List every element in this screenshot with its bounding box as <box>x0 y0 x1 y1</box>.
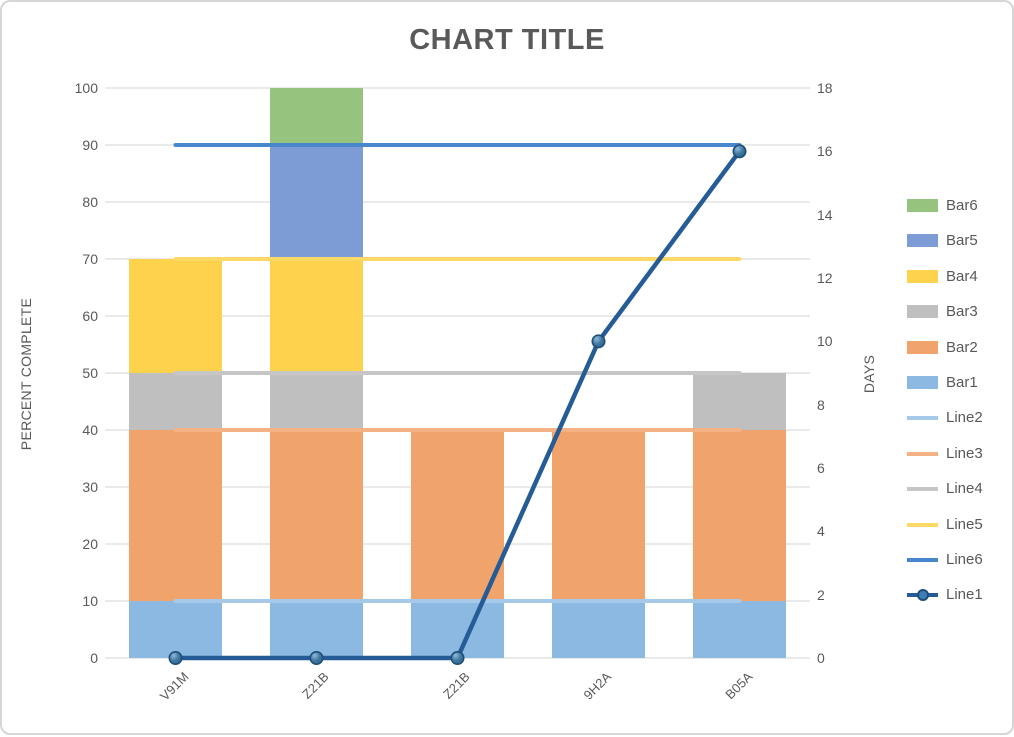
left-axis-tick-label: 20 <box>82 536 98 552</box>
bar-segment-bar2-cat5 <box>693 430 786 601</box>
data-point-marker-line1-cat5 <box>732 144 747 159</box>
left-axis-tick-label: 60 <box>82 308 98 324</box>
legend-swatch-bar2-icon <box>907 340 938 354</box>
right-axis-tick-label: 16 <box>817 143 833 160</box>
legend-item-line3: Line3 <box>907 443 983 463</box>
data-point-marker-line1-cat1 <box>168 650 183 665</box>
legend-line-swatch <box>907 487 938 492</box>
legend-item-bar6: Bar6 <box>907 196 978 216</box>
stacked-bars <box>129 88 786 658</box>
bar-segment-bar4-cat2 <box>270 259 363 373</box>
bar-segment-bar1-cat4 <box>552 601 645 658</box>
legend-item-bar3: Bar3 <box>907 302 978 322</box>
bar-segment-bar3-cat5 <box>693 373 786 430</box>
left-axis-tick-label: 70 <box>82 251 98 267</box>
legend-label-line1: Line1 <box>946 586 983 604</box>
legend-swatch-bar5-icon <box>907 234 938 248</box>
legend-line-swatch <box>907 416 938 421</box>
bar-segment-bar1-cat3 <box>411 601 504 658</box>
legend-label-bar4: Bar4 <box>946 267 978 285</box>
bar-segment-bar1-cat2 <box>270 601 363 658</box>
bar-segment-bar3-cat1 <box>129 373 222 430</box>
chart-title: CHART TITLE <box>409 24 605 56</box>
legend-item-line2: Line2 <box>907 408 983 428</box>
right-axis-tick-label: 18 <box>817 80 833 96</box>
legend-bar-swatch <box>907 305 938 319</box>
legend-swatch-bar1-icon <box>907 376 938 389</box>
right-axis-tick-label: 2 <box>817 586 825 603</box>
legend-label-line5: Line5 <box>946 515 983 533</box>
legend-swatch-line1-icon <box>907 588 938 602</box>
right-axis-tick-label: 6 <box>817 460 825 476</box>
legend-label-bar3: Bar3 <box>946 303 978 321</box>
bar-segment-bar6-cat2 <box>270 88 363 145</box>
legend-swatch-bar6-icon <box>907 199 938 212</box>
right-axis-title: DAYS <box>861 354 877 394</box>
legend-swatch-line2-icon <box>907 411 938 424</box>
legend-label-line3: Line3 <box>946 444 983 462</box>
legend-item-line6: Line6 <box>907 550 983 570</box>
data-point-markers <box>168 144 747 665</box>
legend-swatch-line5-icon <box>907 518 938 531</box>
legend-item-bar2: Bar2 <box>907 337 978 357</box>
legend-swatch-bar4-icon <box>907 269 938 283</box>
left-axis-title: PERCENT COMPLETE <box>18 297 34 451</box>
legend-label-line6: Line6 <box>946 551 983 568</box>
legend-label-line4: Line4 <box>946 480 983 498</box>
legend-line-swatch <box>907 558 938 562</box>
left-axis-tick-label: 80 <box>82 194 98 210</box>
legend-bar-swatch <box>907 376 938 389</box>
legend-item-bar1: Bar1 <box>907 373 978 393</box>
legend-item-bar5: Bar5 <box>907 231 978 251</box>
legend-swatch-line3-icon <box>907 447 938 460</box>
legend-swatch-line6-icon <box>907 553 938 566</box>
legend-bar-swatch <box>907 199 938 212</box>
bar-segment-bar5-cat2 <box>270 145 363 259</box>
legend-label-line2: Line2 <box>946 409 983 427</box>
left-axis-tick-label: 0 <box>90 650 98 666</box>
left-axis-tick-label: 100 <box>74 80 98 96</box>
legend-label-bar2: Bar2 <box>946 338 978 356</box>
data-point-marker-line1-cat2 <box>309 650 324 665</box>
bar-segment-bar2-cat3 <box>411 430 504 601</box>
right-axis-tick-label: 12 <box>817 270 833 286</box>
bar-segment-bar1-cat1 <box>129 601 222 658</box>
legend-bar-swatch <box>907 269 938 283</box>
left-axis-tick-label: 50 <box>82 365 98 381</box>
right-axis-tick-label: 14 <box>817 206 833 223</box>
legend-bar-swatch <box>907 234 938 248</box>
data-point-marker-line1-cat4 <box>591 334 606 349</box>
bar-segment-bar4-cat1 <box>129 259 222 373</box>
legend-item-line5: Line5 <box>907 514 983 534</box>
left-axis-tick-label: 10 <box>82 593 98 609</box>
left-axis-tick-label: 30 <box>82 479 98 495</box>
bar-segment-bar1-cat5 <box>693 601 786 658</box>
right-axis-tick-label: 0 <box>817 650 825 666</box>
left-axis-tick-label: 40 <box>82 422 98 438</box>
right-axis-tick-label: 8 <box>817 396 825 413</box>
legend-label-bar1: Bar1 <box>946 374 978 391</box>
legend-swatch-line4-icon <box>907 482 938 495</box>
legend-item-line1: Line1 <box>907 585 983 605</box>
bar-segment-bar3-cat2 <box>270 373 363 430</box>
legend-line-swatch <box>907 522 938 527</box>
legend-marker-icon <box>917 589 929 602</box>
right-axis-tick-label: 10 <box>817 333 833 350</box>
data-point-marker-line1-cat3 <box>450 650 465 665</box>
legend-line-swatch <box>907 451 938 456</box>
legend-item-bar4: Bar4 <box>907 266 978 286</box>
legend-label-bar5: Bar5 <box>946 232 978 250</box>
legend-bar-swatch <box>907 340 938 354</box>
legend-swatch-bar3-icon <box>907 305 938 319</box>
right-axis-tick-label: 4 <box>817 523 825 540</box>
legend-item-line4: Line4 <box>907 479 983 499</box>
legend-label-bar6: Bar6 <box>946 197 978 214</box>
left-axis-tick-label: 90 <box>82 137 98 153</box>
bar-segment-bar2-cat1 <box>129 430 222 601</box>
bar-segment-bar2-cat4 <box>552 430 645 601</box>
line-series-group <box>173 143 742 661</box>
bar-segment-bar2-cat2 <box>270 430 363 601</box>
